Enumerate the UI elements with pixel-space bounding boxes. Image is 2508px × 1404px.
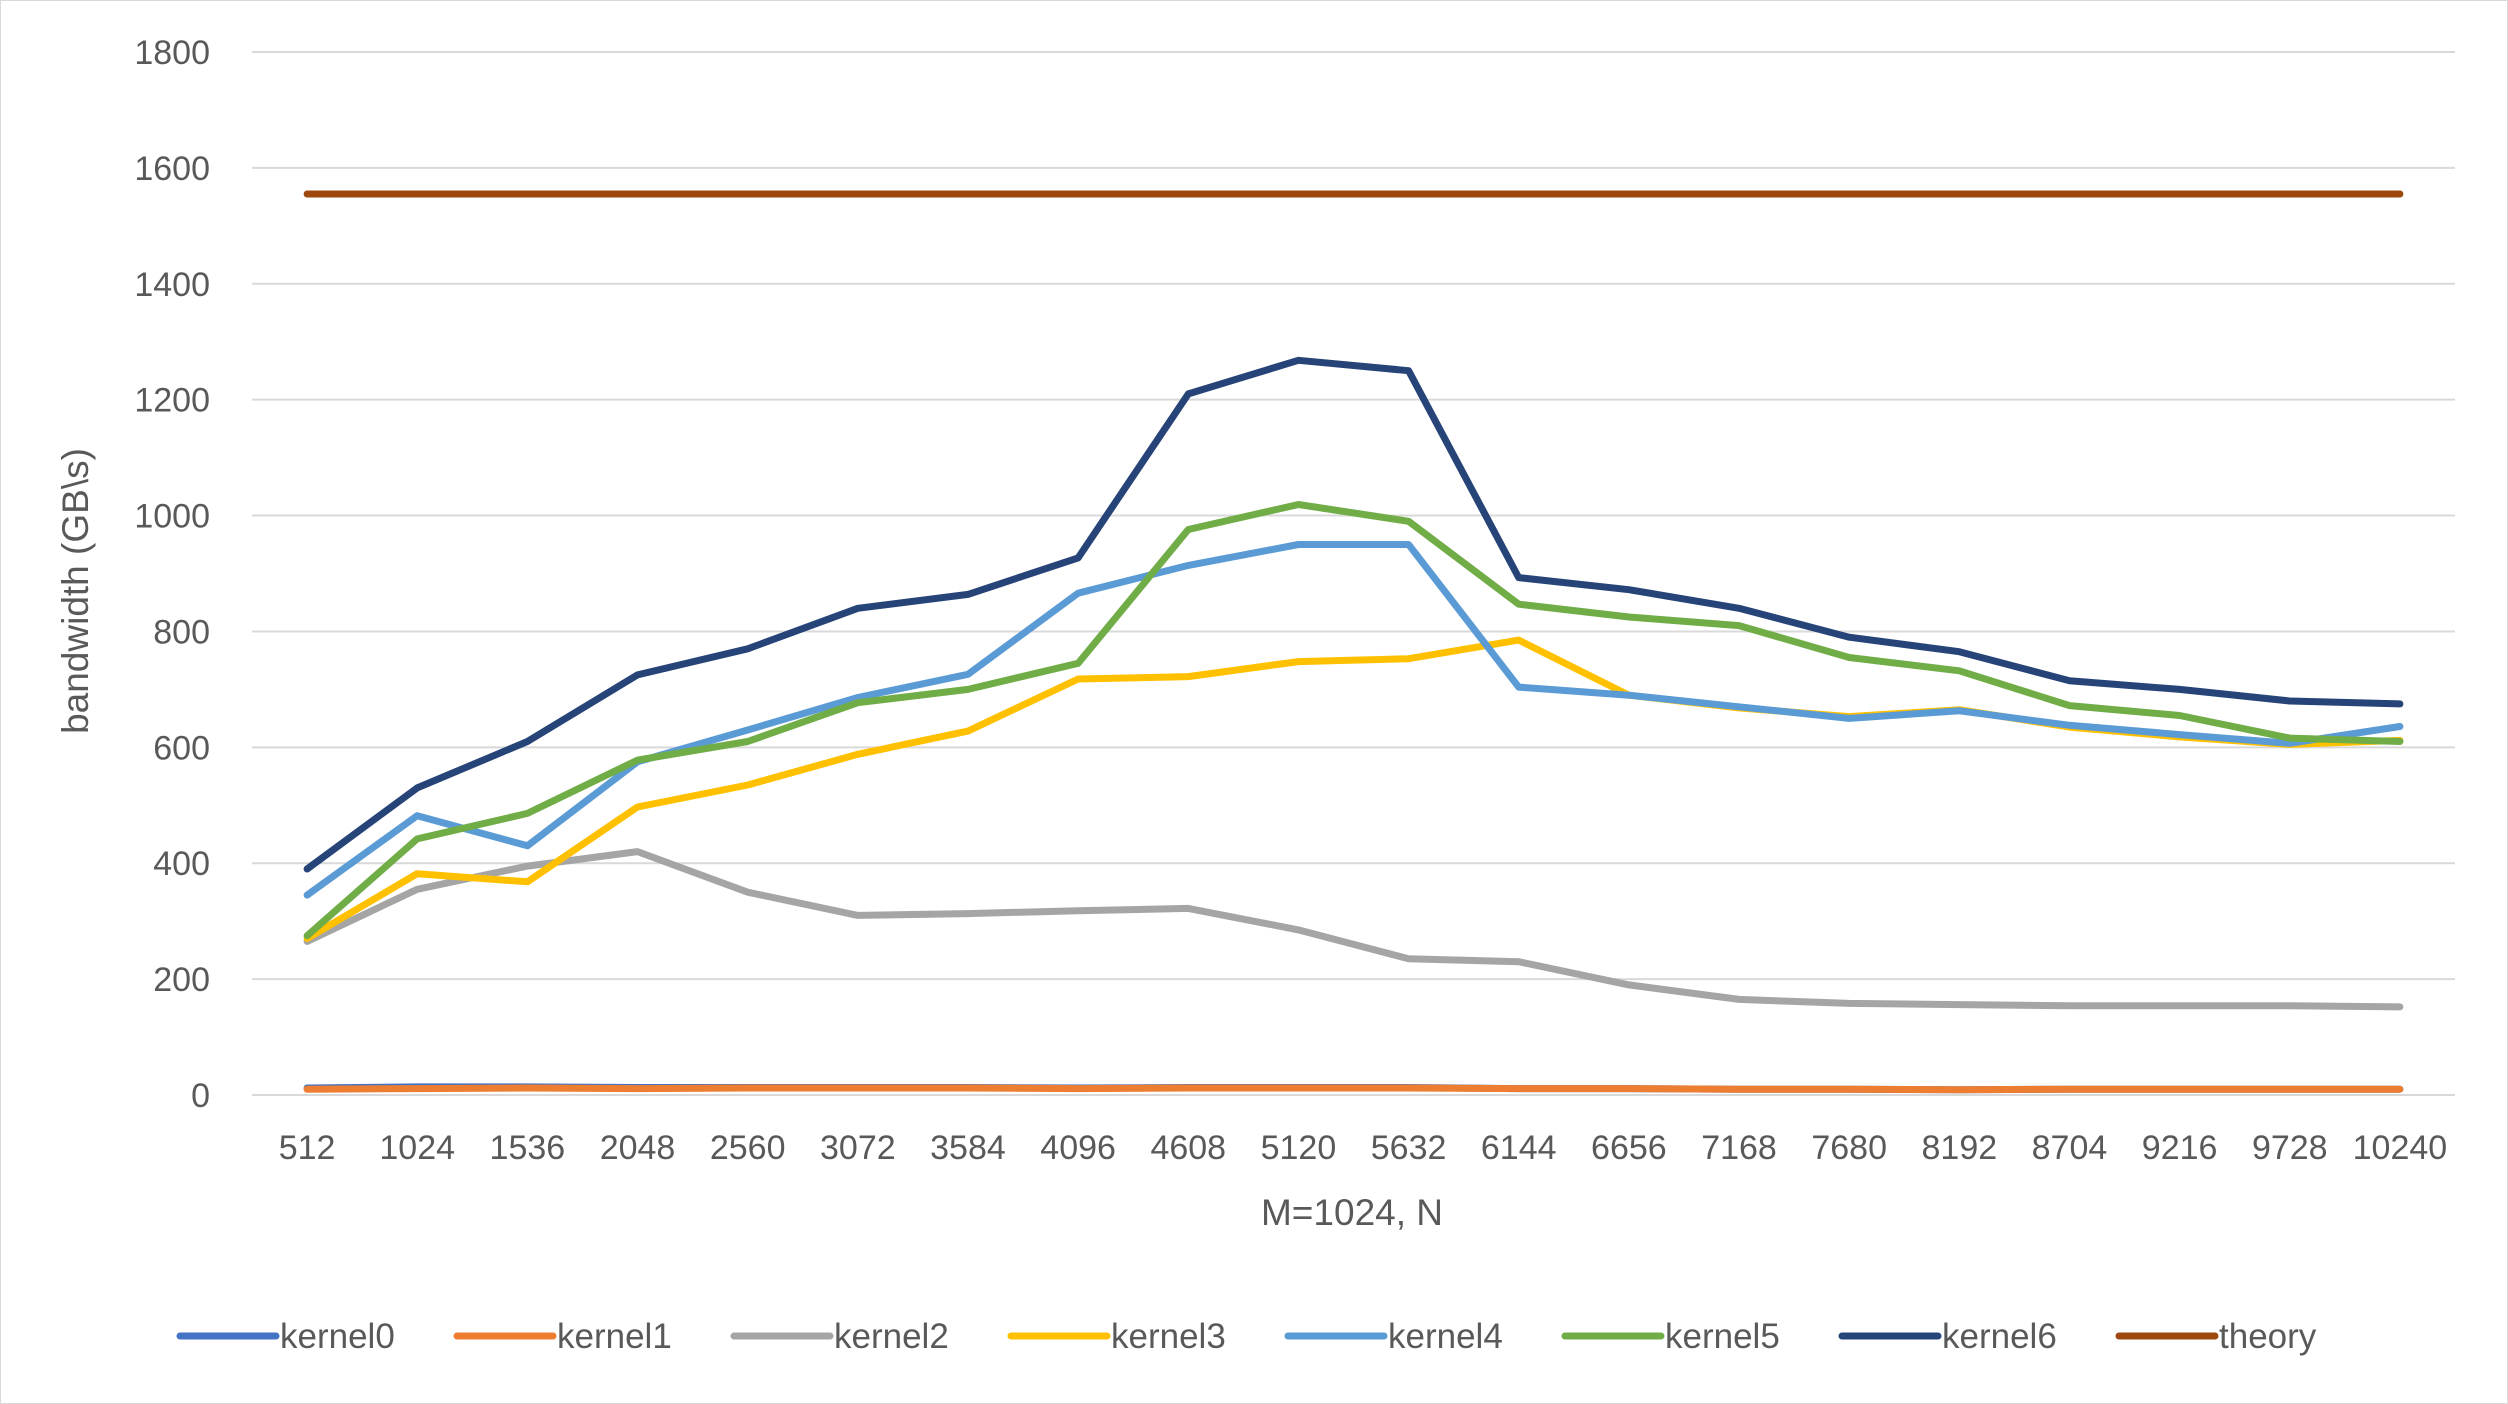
legend: kernel0 kernel1 kernel2 kernel3 kernel4 kerne… bbox=[176, 1317, 2317, 1356]
plot-series bbox=[303, 190, 2404, 1094]
x-tick-label-7168: 7168 bbox=[1701, 1129, 1777, 1167]
legend-label-kernel0: kernel0 bbox=[280, 1317, 395, 1356]
y-tick-label-1200: 1200 bbox=[134, 382, 210, 420]
series-line-kernel4 bbox=[303, 541, 2404, 899]
x-tick-label-3584: 3584 bbox=[930, 1129, 1006, 1167]
y-tick-label-0: 0 bbox=[191, 1077, 210, 1115]
legend-item-kernel2: kernel2 bbox=[730, 1317, 949, 1356]
y-tick-label-1800: 1800 bbox=[134, 34, 210, 72]
legend-label-kernel2: kernel2 bbox=[834, 1317, 949, 1356]
x-tick-label-6144: 6144 bbox=[1481, 1129, 1557, 1167]
series-line-kernel5 bbox=[303, 501, 2404, 940]
x-tick-label-1536: 1536 bbox=[490, 1129, 566, 1167]
legend-item-kernel6: kernel6 bbox=[1838, 1317, 2057, 1356]
y-axis-ticks: 0 200 400 600 800 1000 1200 1400 1600 1800 bbox=[134, 34, 210, 1115]
x-tick-label-4608: 4608 bbox=[1150, 1129, 1226, 1167]
x-tick-label-3072: 3072 bbox=[820, 1129, 896, 1167]
y-tick-label-400: 400 bbox=[153, 845, 210, 883]
legend-item-kernel3: kernel3 bbox=[1007, 1317, 1226, 1356]
legend-item-kernel0: kernel0 bbox=[176, 1317, 395, 1356]
legend-label-kernel5: kernel5 bbox=[1665, 1317, 1780, 1356]
x-axis-title: M=1024, N bbox=[1261, 1192, 1443, 1233]
legend-label-theory: theory bbox=[2219, 1317, 2317, 1356]
x-tick-label-2560: 2560 bbox=[710, 1129, 786, 1167]
gridlines bbox=[252, 51, 2455, 1096]
x-tick-label-4096: 4096 bbox=[1040, 1129, 1116, 1167]
y-tick-label-1000: 1000 bbox=[134, 498, 210, 536]
series-line-kernel2 bbox=[303, 848, 2404, 1011]
y-tick-label-800: 800 bbox=[153, 613, 210, 651]
legend-item-kernel4: kernel4 bbox=[1284, 1317, 1503, 1356]
legend-label-kernel4: kernel4 bbox=[1388, 1317, 1503, 1356]
legend-label-kernel1: kernel1 bbox=[557, 1317, 672, 1356]
y-tick-label-200: 200 bbox=[153, 961, 210, 999]
legend-label-kernel6: kernel6 bbox=[1942, 1317, 2057, 1356]
y-tick-label-600: 600 bbox=[153, 729, 210, 767]
x-tick-label-10240: 10240 bbox=[2353, 1129, 2448, 1167]
x-tick-label-5632: 5632 bbox=[1371, 1129, 1447, 1167]
x-tick-label-8704: 8704 bbox=[2032, 1129, 2108, 1167]
x-tick-label-2048: 2048 bbox=[600, 1129, 676, 1167]
x-axis-ticks: 512 1024 1536 2048 2560 3072 3584 4096 4608 5120 5… bbox=[279, 1129, 2447, 1167]
legend-label-kernel3: kernel3 bbox=[1111, 1317, 1226, 1356]
x-tick-label-9216: 9216 bbox=[2142, 1129, 2218, 1167]
y-tick-label-1600: 1600 bbox=[134, 150, 210, 188]
x-tick-label-6656: 6656 bbox=[1591, 1129, 1667, 1167]
series-line-kernel6 bbox=[303, 356, 2404, 873]
x-tick-label-512: 512 bbox=[279, 1129, 336, 1167]
series-line-kernel1 bbox=[303, 1084, 2404, 1094]
legend-item-kernel1: kernel1 bbox=[453, 1317, 672, 1356]
x-tick-label-1024: 1024 bbox=[379, 1129, 455, 1167]
x-tick-label-9728: 9728 bbox=[2252, 1129, 2328, 1167]
legend-item-theory: theory bbox=[2115, 1317, 2317, 1356]
x-tick-label-8192: 8192 bbox=[1922, 1129, 1998, 1167]
y-axis-title: bandwidth (GB\s) bbox=[55, 448, 96, 734]
legend-item-kernel5: kernel5 bbox=[1561, 1317, 1780, 1356]
x-tick-label-5120: 5120 bbox=[1261, 1129, 1337, 1167]
y-tick-label-1400: 1400 bbox=[134, 266, 210, 304]
x-tick-label-7680: 7680 bbox=[1811, 1129, 1887, 1167]
